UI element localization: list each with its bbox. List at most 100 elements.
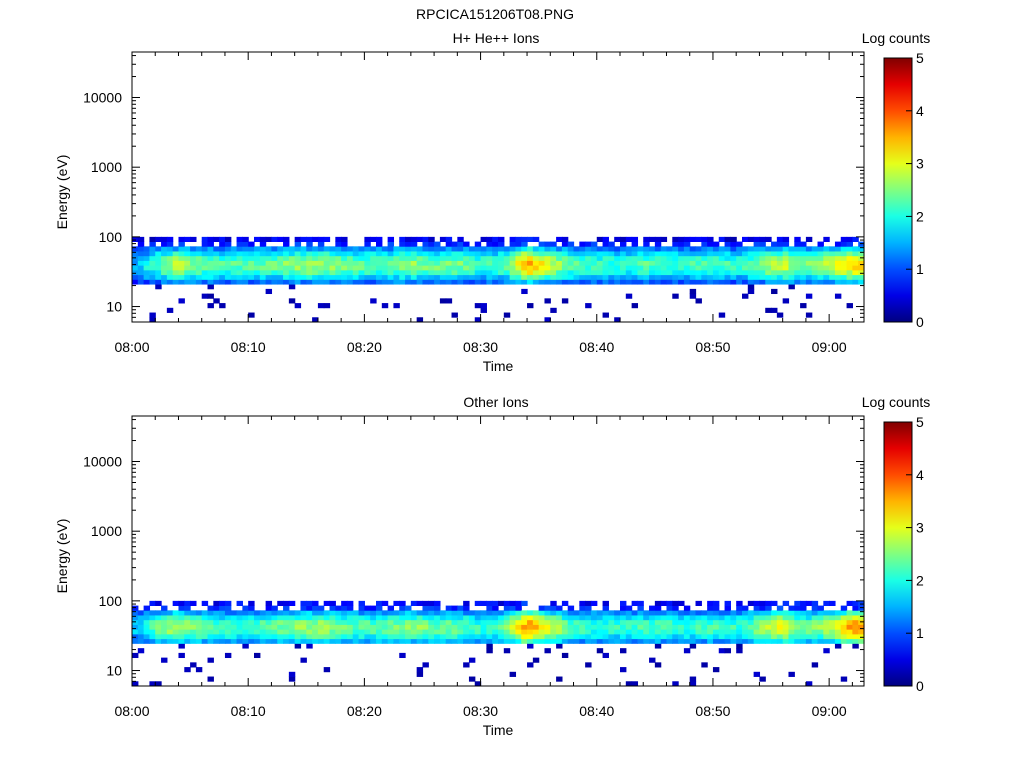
heatmap-cell	[259, 624, 267, 630]
heatmap-cell	[498, 279, 505, 285]
heatmap-cell	[486, 251, 493, 257]
heatmap-cell	[410, 279, 418, 285]
heatmap-cell	[166, 629, 174, 635]
heatmap-cell	[637, 255, 644, 261]
heatmap-cell	[701, 638, 708, 644]
heatmap-cell	[567, 619, 575, 625]
heatmap-cell	[730, 610, 737, 616]
heatmap-cell	[172, 629, 180, 635]
heatmap-cell	[288, 274, 296, 280]
heatmap-cell	[300, 265, 307, 271]
heatmap-cell	[817, 605, 824, 611]
heatmap-cell	[358, 246, 365, 252]
heatmap-cell	[840, 260, 848, 266]
heatmap-cell	[463, 615, 470, 621]
heatmap-cell	[370, 638, 377, 644]
heatmap-cell	[590, 241, 598, 247]
heatmap-cell	[788, 638, 795, 644]
heatmap-cell	[538, 241, 546, 247]
heatmap-cell	[451, 251, 458, 257]
heatmap-cell	[747, 600, 755, 606]
heatmap-cell	[736, 624, 743, 630]
heatmap-cell	[335, 246, 342, 252]
heatmap-cell	[422, 633, 429, 640]
heatmap-cell	[329, 269, 336, 276]
heatmap-cell	[683, 269, 691, 276]
heatmap-cell	[771, 615, 778, 621]
heatmap-cell	[637, 629, 644, 635]
heatmap-cell	[771, 288, 778, 295]
heatmap-cell	[277, 638, 284, 644]
heatmap-cell	[230, 255, 238, 261]
heatmap-cell	[614, 619, 621, 625]
heatmap-cell	[707, 619, 714, 625]
heatmap-cell	[364, 615, 371, 621]
heatmap-cell	[805, 255, 813, 261]
heatmap-cell	[625, 605, 633, 611]
heatmap-cell	[637, 600, 644, 606]
heatmap-cell	[503, 624, 511, 630]
heatmap-cell	[161, 265, 168, 271]
heatmap-cell	[753, 638, 761, 644]
heatmap-cell	[434, 633, 441, 640]
heatmap-cell	[753, 600, 761, 606]
heatmap-cell	[492, 624, 499, 630]
heatmap-cell	[213, 265, 220, 271]
heatmap-cell	[230, 265, 238, 271]
heatmap-cell	[573, 260, 580, 266]
heatmap-cell	[155, 624, 162, 630]
heatmap-cell	[771, 265, 778, 271]
heatmap-cell	[283, 251, 290, 257]
heatmap-cell	[445, 274, 453, 280]
heatmap-cell	[788, 274, 795, 280]
heatmap-cell	[161, 260, 168, 266]
heatmap-cell	[184, 279, 191, 285]
heatmap-cell	[294, 624, 302, 630]
heatmap-cell	[381, 610, 389, 616]
heatmap-cell	[811, 255, 819, 261]
heatmap-cell	[498, 236, 505, 242]
heatmap-cell	[805, 279, 813, 285]
heatmap-cell	[352, 633, 360, 640]
heatmap-cell	[707, 241, 714, 247]
heatmap-cell	[602, 236, 609, 242]
heatmap-cell	[811, 610, 819, 616]
heatmap-cell	[468, 274, 476, 280]
heatmap-cell	[538, 274, 546, 280]
heatmap-cell	[579, 610, 586, 616]
heatmap-cell	[370, 274, 377, 280]
heatmap-cell	[439, 269, 447, 276]
heatmap-cell	[463, 624, 470, 630]
heatmap-cell	[712, 260, 720, 266]
heatmap-cell	[759, 260, 766, 266]
heatmap-cell	[666, 279, 673, 285]
heatmap-cell	[747, 265, 755, 271]
heatmap-cell	[620, 279, 627, 285]
heatmap-cell	[346, 260, 354, 266]
heatmap-cell	[201, 279, 209, 285]
heatmap-cell	[823, 638, 830, 644]
heatmap-cell	[736, 241, 743, 247]
heatmap-cell	[567, 610, 575, 616]
heatmap-cell	[852, 605, 859, 611]
heatmap-cell	[776, 241, 784, 247]
heatmap-cell	[329, 605, 336, 611]
heatmap-cell	[190, 279, 197, 285]
heatmap-cell	[236, 615, 243, 621]
heatmap-cell	[323, 600, 331, 606]
heatmap-cell	[381, 624, 389, 630]
heatmap-cell	[805, 600, 813, 606]
heatmap-cell	[585, 255, 592, 261]
heatmap-cell	[463, 265, 470, 271]
heatmap-cell	[410, 638, 418, 644]
heatmap-cell	[782, 241, 790, 247]
heatmap-cell	[201, 293, 209, 299]
heatmap-cell	[242, 610, 249, 616]
heatmap-cell	[358, 615, 365, 621]
heatmap-cell	[259, 255, 267, 261]
heatmap-cell	[137, 615, 145, 621]
heatmap-cell	[544, 638, 551, 644]
heatmap-cell	[387, 605, 395, 611]
heatmap-cell	[544, 629, 551, 635]
heatmap-cell	[341, 269, 348, 276]
